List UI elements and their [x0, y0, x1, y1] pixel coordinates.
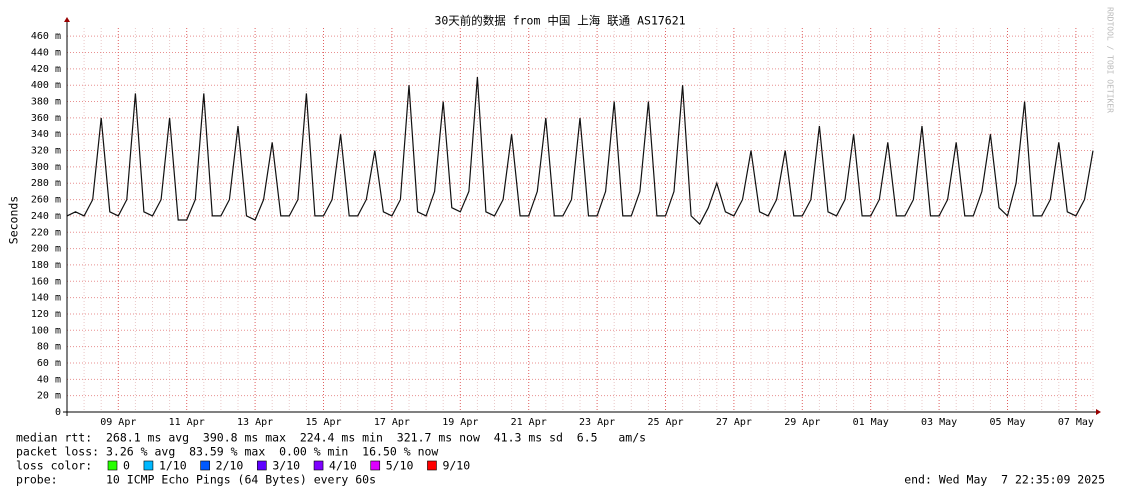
end-time: end: Wed May 7 22:35:09 2025 — [904, 473, 1105, 487]
y-tick-label: 80 m — [37, 342, 61, 353]
y-tick-label: 380 m — [31, 97, 61, 108]
y-tick-label: 160 m — [31, 276, 61, 287]
probe: probe: 10 ICMP Echo Pings (64 Bytes) eve… — [16, 473, 376, 487]
x-arrow — [1096, 409, 1101, 415]
y-tick-label: 100 m — [31, 325, 61, 336]
x-tick-label: 17 Apr — [374, 417, 410, 428]
watermark: RRDTOOL / TOBI OETIKER — [1106, 7, 1115, 113]
x-tick-label: 03 May — [921, 417, 957, 428]
y-tick-label: 0 — [55, 407, 61, 418]
x-tick-label: 15 Apr — [305, 417, 341, 428]
x-tick-label: 27 Apr — [716, 417, 752, 428]
legend-swatch — [313, 460, 324, 471]
loss-label: loss color: — [16, 459, 92, 473]
legend-label: 2/10 — [216, 459, 244, 473]
y-tick-label: 320 m — [31, 146, 61, 157]
x-tick-label: 21 Apr — [511, 417, 547, 428]
legend-swatch — [200, 460, 210, 471]
legend-swatch — [143, 460, 154, 471]
legend-swatch — [370, 460, 381, 471]
y-tick-label: 60 m — [37, 358, 61, 369]
y-arrow — [64, 17, 70, 22]
y-tick-label: 460 m — [31, 31, 61, 42]
chart-title: 30天前的数据 from 中国 上海 联通 AS17621 — [434, 14, 685, 28]
y-axis-label: Seconds — [7, 196, 21, 244]
y-tick-label: 200 m — [31, 244, 61, 255]
x-tick-label: 01 May — [853, 417, 889, 428]
stats-line: packet loss: 3.26 % avg 83.59 % max 0.00… — [16, 445, 438, 459]
y-tick-label: 180 m — [31, 260, 61, 271]
legend-label: 9/10 — [442, 459, 470, 473]
x-tick-label: 19 Apr — [442, 417, 478, 428]
x-tick-label: 29 Apr — [784, 417, 820, 428]
y-tick-label: 40 m — [37, 374, 61, 385]
x-tick-label: 11 Apr — [169, 417, 205, 428]
x-tick-label: 23 Apr — [579, 417, 615, 428]
y-tick-label: 260 m — [31, 195, 61, 206]
y-tick-label: 280 m — [31, 178, 61, 189]
y-tick-label: 360 m — [31, 113, 61, 124]
rtt-line — [66, 76, 1094, 226]
x-tick-label: 25 Apr — [647, 417, 683, 428]
x-tick-label: 07 May — [1058, 417, 1094, 428]
y-tick-label: 220 m — [31, 227, 61, 238]
y-tick-label: 340 m — [31, 129, 61, 140]
legend-label: 1/10 — [159, 459, 187, 473]
legend-swatch — [107, 460, 118, 471]
y-tick-label: 420 m — [31, 64, 61, 75]
legend-label: 3/10 — [272, 459, 300, 473]
x-tick-label: 13 Apr — [237, 417, 273, 428]
y-tick-label: 440 m — [31, 48, 61, 59]
legend-label: 5/10 — [386, 459, 414, 473]
y-tick-label: 400 m — [31, 80, 61, 91]
y-tick-label: 140 m — [31, 293, 61, 304]
legend-label: 4/10 — [329, 459, 357, 473]
legend-label: 0 — [123, 459, 130, 473]
stats-line: median rtt: 268.1 ms avg 390.8 ms max 22… — [16, 431, 646, 445]
y-tick-label: 300 m — [31, 162, 61, 173]
y-tick-label: 120 m — [31, 309, 61, 320]
x-tick-label: 05 May — [989, 417, 1025, 428]
y-tick-label: 20 m — [37, 391, 61, 402]
x-tick-label: 09 Apr — [100, 417, 136, 428]
legend-swatch — [257, 460, 267, 471]
legend-swatch — [427, 460, 437, 471]
y-tick-label: 240 m — [31, 211, 61, 222]
